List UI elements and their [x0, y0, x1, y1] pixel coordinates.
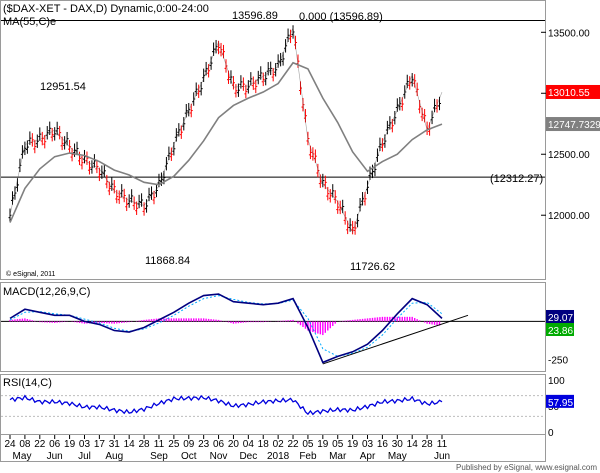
x-day-label: 19: [317, 439, 329, 450]
y-tick-label: 12000.00: [548, 211, 590, 222]
signal-value-badge-label: 23.86: [548, 326, 573, 337]
macd-panel: -250 29.07 23.86: [1, 293, 574, 366]
ma-label: MA(55,C)e: [3, 16, 56, 28]
y-tick-label: 12500.00: [548, 150, 590, 161]
rsi-panel: 05010057.95: [1, 376, 574, 439]
x-day-label: 02: [273, 439, 285, 450]
x-day-label: 22: [287, 439, 299, 450]
x-day-label: 14: [407, 439, 419, 450]
x-day-label: 28: [139, 439, 151, 450]
signal-value-badge: [546, 322, 574, 336]
x-day-label: 16: [377, 439, 389, 450]
x-day-label: 24: [4, 439, 16, 450]
x-day-label: 11: [437, 439, 448, 450]
x-month-label: Nov: [210, 451, 228, 462]
x-day-label: 18: [258, 439, 270, 450]
x-day-label: 30: [392, 439, 404, 450]
x-month-label: Feb: [299, 451, 317, 462]
x-axis-frame: [0, 434, 546, 462]
x-day-label: 20: [228, 439, 240, 450]
macd-label: MACD(12,26,9,C): [3, 286, 90, 298]
x-day-label: 19: [64, 439, 76, 450]
macd-line: [9, 293, 443, 364]
x-month-label: Apr: [360, 451, 376, 462]
x-month-label: Sep: [150, 451, 168, 462]
rsi-line: [9, 394, 443, 416]
macd-panel-frame: [0, 282, 546, 372]
macd-y-tick-label: -250: [548, 355, 568, 366]
x-month-label: 2018: [267, 451, 290, 462]
chart-title: ($DAX-XET - DAX,D) Dynamic,0:00-24:00: [3, 3, 209, 15]
x-day-label: 08: [19, 439, 31, 450]
x-day-label: 05: [302, 439, 314, 450]
annotation-13596-pct: 0.000 (13596.89): [299, 11, 383, 23]
x-month-label: Aug: [105, 451, 123, 462]
x-month-label: May: [388, 451, 407, 462]
x-month-label: Mar: [329, 451, 347, 462]
y-tick-label: 13500.00: [548, 28, 590, 39]
x-day-label: 19: [347, 439, 359, 450]
annotation-13596: 13596.89: [232, 10, 278, 22]
rsi-panel-frame: [0, 374, 546, 435]
x-month-label: Jul: [78, 451, 91, 462]
x-day-label: 05: [332, 439, 344, 450]
rsi-value-badge-label: 57.95: [548, 398, 573, 409]
x-axis: 24 08 22 06 19 03 17 31 14 28 11 25 09 23 06 20 04 18 02 22…: [4, 435, 450, 462]
x-month-label: Dec: [239, 451, 257, 462]
x-day-label: 03: [79, 439, 91, 450]
x-day-label: 14: [124, 439, 136, 450]
price-panel-frame: [0, 0, 546, 280]
annotation-11868: 11868.84: [145, 255, 190, 267]
x-month-label: Jun: [47, 451, 63, 462]
price-panel: 12000.0012500.0013000.0013500.0013010.55…: [1, 19, 600, 235]
x-day-label: 04: [243, 439, 255, 450]
x-day-label: 06: [49, 439, 61, 450]
annotation-12312: (12312.27): [490, 173, 543, 185]
macd-trendline: [322, 314, 469, 365]
copyright-label: © eSignal, 2011: [6, 270, 56, 278]
x-month-label: Jun: [434, 451, 450, 462]
last-price-badge-label: 13010.55: [548, 88, 590, 99]
x-month-label: May: [13, 451, 32, 462]
x-day-label: 25: [168, 439, 180, 450]
x-day-label: 11: [154, 439, 165, 450]
x-day-label: 22: [34, 439, 46, 450]
footer-credit: Published by eSignal, www.esignal.com: [456, 463, 597, 472]
annotation-11726: 11726.62: [350, 261, 395, 273]
annotation-12951: 12951.54: [40, 81, 86, 93]
macd-value-badge-label: 29.07: [548, 313, 573, 324]
x-day-label: 03: [362, 439, 374, 450]
ma-series-line: [9, 61, 443, 223]
x-day-label: 31: [109, 439, 121, 450]
rsi-y-tick-label: 0: [548, 428, 554, 439]
x-day-label: 28: [422, 439, 434, 450]
rsi-y-tick-label: 100: [548, 376, 565, 387]
x-month-label: Oct: [181, 451, 197, 462]
ma-price-badge-label: 12747.7329: [548, 120, 600, 131]
rsi-value-badge: [546, 394, 574, 408]
x-day-label: 06: [213, 439, 225, 450]
x-day-label: 09: [183, 439, 195, 450]
rsi-label: RSI(14,C): [3, 377, 52, 389]
x-day-label: 23: [198, 439, 210, 450]
macd-value-badge: [546, 309, 574, 323]
last-price-badge: [546, 84, 600, 99]
price-series-line: [9, 27, 443, 234]
x-day-label: 17: [94, 439, 106, 450]
ma-price-badge: [546, 117, 600, 132]
